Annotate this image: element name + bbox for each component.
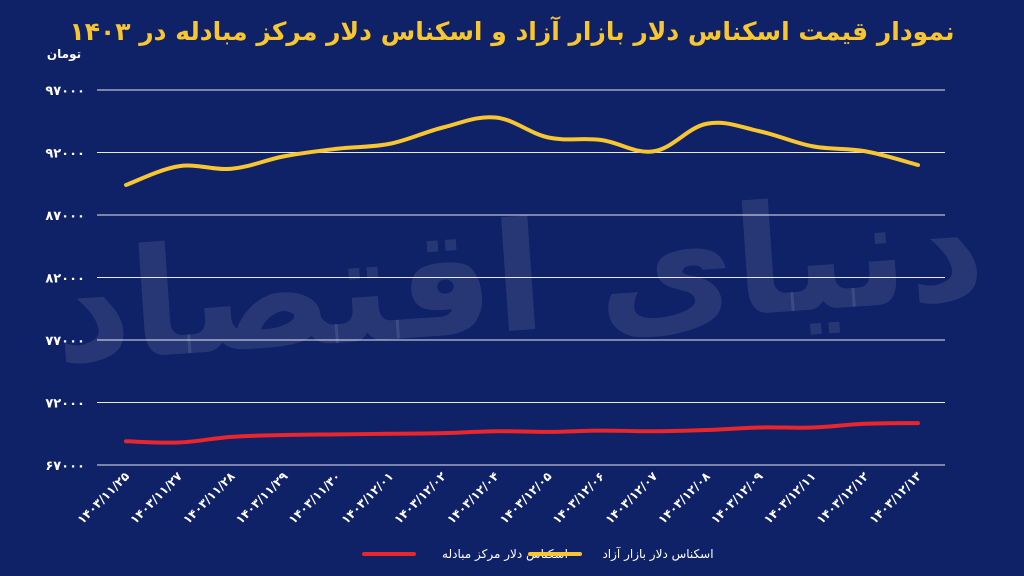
y-tick-label: ۹۷۰۰۰ (45, 84, 85, 99)
x-tick-label: ۱۴۰۳/۱۱/۲۷ (127, 469, 185, 527)
x-axis-ticks: ۱۴۰۳/۱۱/۲۵۱۴۰۳/۱۱/۲۷۱۴۰۳/۱۱/۲۸۱۴۰۳/۱۱/۲۹… (75, 469, 925, 527)
x-tick-label: ۱۴۰۳/۱۲/۰۹ (708, 469, 766, 527)
legend: اسکناس دلار مرکز مبادله اسکناس دلار بازا… (362, 546, 714, 562)
x-tick-label: ۱۴۰۳/۱۲/۰۸ (655, 469, 713, 527)
x-tick-label: ۱۴۰۳/۱۲/۰۵ (497, 469, 555, 527)
legend-item-free-market: اسکناس دلار بازار آزاد (528, 546, 714, 562)
x-tick-label: ۱۴۰۳/۱۲/۰۷ (603, 469, 661, 527)
x-tick-label: ۱۴۰۳/۱۲/۰۴ (444, 469, 502, 527)
x-tick-label: ۱۴۰۳/۱۱/۲۵ (75, 469, 133, 527)
x-tick-label: ۱۴۰۳/۱۲/۱۱ (761, 469, 819, 527)
y-tick-label: ۸۷۰۰۰ (45, 209, 85, 224)
y-axis-unit: تومان (47, 47, 81, 62)
x-tick-label: ۱۴۰۳/۱۱/۲۸ (180, 469, 238, 527)
y-axis-ticks: ۹۷۰۰۰ ۹۲۰۰۰ ۸۷۰۰۰ ۸۲۰۰۰ ۷۷۰۰۰ ۷۲۰۰۰ ۶۷۰۰۰ (45, 84, 85, 474)
x-tick-label: ۱۴۰۳/۱۱/۲۹ (233, 469, 291, 527)
series-line-center-rate (124, 421, 920, 445)
x-tick-label: ۱۴۰۳/۱۲/۰۱ (339, 469, 397, 527)
x-tick-label: ۱۴۰۳/۱۲/۰۲ (391, 469, 449, 527)
series-lines (124, 115, 920, 445)
y-tick-label: ۸۲۰۰۰ (45, 272, 85, 287)
x-tick-label: ۱۴۰۳/۱۲/۰۶ (550, 469, 608, 527)
x-tick-label: ۱۴۰۳/۱۲/۱۳ (867, 469, 925, 527)
legend-label-center-rate: اسکناس دلار مرکز مبادله (442, 547, 568, 562)
gridlines (97, 89, 945, 466)
y-tick-label: ۷۲۰۰۰ (45, 397, 85, 412)
legend-item-center-rate: اسکناس دلار مرکز مبادله (362, 547, 568, 562)
y-tick-label: ۹۲۰۰۰ (45, 147, 85, 162)
chart-title: نمودار قیمت اسکناس دلار بازار آزاد و اسک… (70, 16, 955, 47)
series-line-free-market (124, 115, 920, 187)
y-tick-label: ۷۷۰۰۰ (45, 334, 85, 349)
watermark-text: دنیای اقتصاد (47, 160, 989, 399)
legend-label-free-market: اسکناس دلار بازار آزاد (602, 546, 713, 562)
x-tick-label: ۱۴۰۳/۱۲/۱۲ (814, 469, 872, 527)
x-tick-label: ۱۴۰۳/۱۱/۳۰ (286, 469, 344, 527)
y-tick-label: ۶۷۰۰۰ (45, 459, 85, 474)
